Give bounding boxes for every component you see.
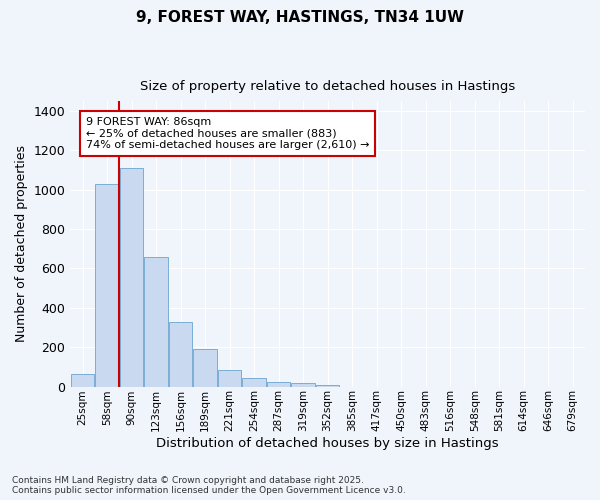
Bar [71,374,94,386]
Bar [242,378,266,386]
Bar [267,382,290,386]
Bar [218,370,241,386]
Bar [316,384,339,386]
Bar [169,322,192,386]
Text: 9, FOREST WAY, HASTINGS, TN34 1UW: 9, FOREST WAY, HASTINGS, TN34 1UW [136,10,464,25]
Bar [292,382,315,386]
Y-axis label: Number of detached properties: Number of detached properties [15,146,28,342]
Title: Size of property relative to detached houses in Hastings: Size of property relative to detached ho… [140,80,515,93]
Bar [145,256,168,386]
Text: 9 FOREST WAY: 86sqm
← 25% of detached houses are smaller (883)
74% of semi-detac: 9 FOREST WAY: 86sqm ← 25% of detached ho… [86,117,369,150]
Bar [193,349,217,387]
X-axis label: Distribution of detached houses by size in Hastings: Distribution of detached houses by size … [157,437,499,450]
Text: Contains HM Land Registry data © Crown copyright and database right 2025.
Contai: Contains HM Land Registry data © Crown c… [12,476,406,495]
Bar [95,184,119,386]
Bar [120,168,143,386]
